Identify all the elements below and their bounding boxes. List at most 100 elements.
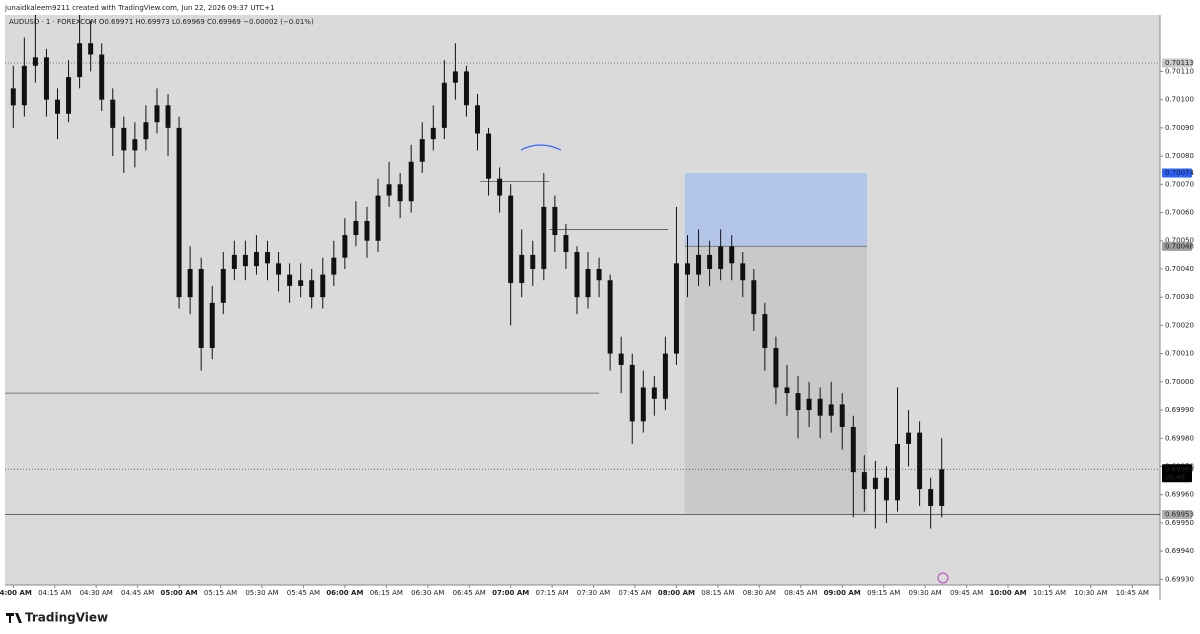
y-tick-label: 0.69930 <box>1165 575 1194 583</box>
candle-body <box>685 263 690 275</box>
candle-body <box>574 252 580 298</box>
candle-body <box>939 469 945 506</box>
y-tick-label: 0.70020 <box>1165 321 1194 329</box>
candle-body <box>640 387 646 422</box>
x-tick-label: 08:00 AM <box>658 589 695 597</box>
y-tick-label: 0.70010 <box>1165 350 1194 358</box>
candle-body <box>320 274 326 298</box>
candle-body <box>99 54 105 100</box>
candle-body <box>21 65 27 106</box>
x-tick-label: 04:45 AM <box>121 589 154 597</box>
x-tick-label: 06:15 AM <box>370 589 403 597</box>
price-label: 0.70074 <box>1165 169 1194 177</box>
candle-body <box>629 364 635 422</box>
symbol-legend: AUDUSD · 1 · FOREXCOM O0.69971 H0.69973 … <box>9 18 314 26</box>
candle-body <box>364 220 370 241</box>
candle-body <box>895 443 900 501</box>
candle-body <box>165 105 171 128</box>
x-tick-label: 07:00 AM <box>492 589 529 597</box>
arc-drawing <box>520 144 562 151</box>
price-label-bg <box>1162 58 1192 68</box>
axes: 0.699300.699400.699500.699600.699700.699… <box>0 67 1194 597</box>
alert-icon <box>937 572 949 584</box>
candle-body <box>132 139 138 151</box>
price-label: 0.69953 <box>1165 510 1194 518</box>
x-tick-label: 04:30 AM <box>80 589 113 597</box>
x-tick-label: 05:45 AM <box>287 589 320 597</box>
candle-body <box>662 353 668 399</box>
logo: TradingView <box>6 611 108 625</box>
x-tick-label: 09:00 AM <box>824 589 861 597</box>
candle-body <box>143 122 149 140</box>
candle-body <box>276 263 282 275</box>
candle-body <box>66 77 72 114</box>
y-tick-label: 0.70100 <box>1165 96 1194 104</box>
candle-body <box>55 99 60 114</box>
x-tick-label: 05:30 AM <box>245 589 278 597</box>
candle-body <box>828 404 834 416</box>
x-tick-label: 08:45 AM <box>784 589 817 597</box>
price-label-bg <box>1162 464 1192 483</box>
x-tick-label: 09:15 AM <box>867 589 900 597</box>
candle-body <box>187 268 193 298</box>
x-tick-label: 06:45 AM <box>453 589 486 597</box>
plot <box>5 15 1160 529</box>
x-tick-label: 05:15 AM <box>204 589 237 597</box>
y-tick-label: 0.70000 <box>1165 378 1194 386</box>
candle-body <box>806 398 812 411</box>
candle-body <box>10 88 16 106</box>
plot-background <box>5 15 1160 585</box>
price-label-bg <box>1162 241 1192 251</box>
x-tick-label: 08:15 AM <box>701 589 734 597</box>
candle-body <box>883 477 889 501</box>
candle-body <box>309 280 315 298</box>
candle-body <box>331 257 337 275</box>
candle-body <box>729 246 735 264</box>
candle-body <box>563 235 569 253</box>
candle-body <box>220 268 226 303</box>
x-tick-label: 09:30 AM <box>909 589 942 597</box>
candle-body <box>607 280 613 354</box>
candle-body <box>463 71 469 106</box>
y-tick-label: 0.69990 <box>1165 406 1194 414</box>
y-tick-label: 0.70090 <box>1165 124 1194 132</box>
candle-body <box>541 206 547 269</box>
candle-body <box>452 71 458 83</box>
y-tick-label: 0.69980 <box>1165 434 1194 442</box>
x-tick-label: 07:45 AM <box>618 589 651 597</box>
countdown: 00:48 <box>1165 473 1185 481</box>
candle-body <box>475 105 480 134</box>
y-tick-label: 0.70070 <box>1165 180 1194 188</box>
candle-body <box>88 43 94 55</box>
candle-body <box>287 274 293 286</box>
credit: junaidkaleem9211 created with TradingVie… <box>4 4 275 12</box>
x-tick-label: 07:30 AM <box>577 589 610 597</box>
x-tick-label: 10:15 AM <box>1033 589 1066 597</box>
candle-body <box>441 82 447 128</box>
candle-body <box>585 268 591 298</box>
candle-body <box>497 178 503 196</box>
candle-body <box>198 268 204 348</box>
candle-body <box>872 477 878 490</box>
logo-mark <box>6 613 22 623</box>
candle-body <box>861 472 867 490</box>
y-tick-label: 0.69960 <box>1165 491 1194 499</box>
candle-body <box>817 398 823 416</box>
x-tick-label: 09:45 AM <box>950 589 983 597</box>
candle-body <box>651 387 657 399</box>
x-tick-label: 05:00 AM <box>161 589 198 597</box>
candle-body <box>419 139 425 162</box>
candle-body <box>773 347 779 388</box>
y-tick-label: 0.70050 <box>1165 237 1194 245</box>
y-tick-label: 0.69950 <box>1165 519 1194 527</box>
candle-body <box>696 254 702 275</box>
candle-body <box>265 252 270 264</box>
x-tick-label: 06:00 AM <box>326 589 363 597</box>
x-tick-label: 10:30 AM <box>1074 589 1107 597</box>
x-tick-label: 08:30 AM <box>743 589 776 597</box>
candle-body <box>784 387 790 394</box>
candle-body <box>353 220 359 236</box>
price-label: 0.69969 <box>1165 465 1194 473</box>
candle-body <box>32 57 38 66</box>
